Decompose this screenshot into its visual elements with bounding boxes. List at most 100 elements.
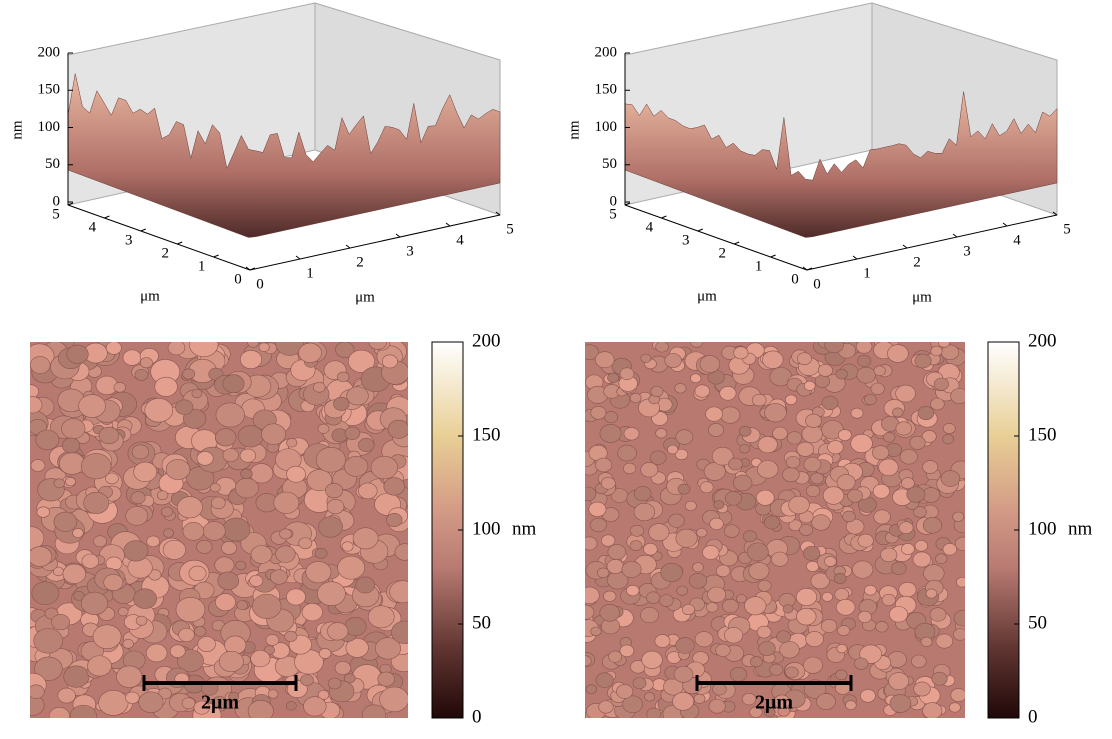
grain — [758, 436, 777, 452]
grain — [622, 561, 641, 577]
x-tick-label: 2 — [913, 254, 921, 270]
grain — [315, 548, 327, 558]
colorbar-tick-label: 150 — [1028, 424, 1057, 445]
grain — [661, 563, 683, 582]
grain — [858, 611, 871, 622]
grain — [822, 396, 838, 410]
grain — [630, 393, 641, 402]
grain — [116, 666, 142, 688]
grain — [118, 607, 128, 616]
grain — [934, 378, 949, 390]
grain — [682, 604, 694, 615]
grain — [724, 627, 742, 643]
grain — [782, 468, 799, 482]
grain — [665, 353, 682, 367]
grain — [386, 513, 402, 526]
grain — [219, 651, 243, 672]
grain — [647, 708, 661, 720]
grain — [623, 463, 636, 474]
grain — [815, 375, 830, 387]
grain — [608, 373, 619, 383]
grain — [693, 563, 704, 572]
grain — [163, 529, 173, 538]
grain — [36, 430, 59, 450]
grain — [240, 449, 256, 462]
y-tick-label: 5 — [52, 206, 60, 222]
x-tick-label: 5 — [1063, 221, 1071, 237]
grain — [865, 585, 877, 595]
grain — [595, 352, 614, 368]
x-tick-label: 3 — [963, 243, 971, 259]
z-tick-label: 200 — [38, 44, 61, 60]
grain — [131, 492, 145, 504]
grain — [64, 666, 89, 688]
grain — [818, 364, 832, 376]
grain — [923, 703, 942, 719]
grain — [921, 637, 932, 647]
grain — [240, 350, 262, 368]
grain — [857, 355, 870, 366]
grain — [697, 528, 708, 537]
grain — [81, 592, 108, 615]
grain — [883, 432, 895, 442]
grain — [899, 522, 913, 534]
y-tick — [734, 242, 739, 244]
grain — [659, 595, 673, 607]
grain — [803, 546, 820, 560]
grain — [649, 524, 669, 541]
grain — [215, 557, 234, 574]
grain — [843, 511, 856, 522]
grain — [163, 540, 186, 559]
grain — [579, 656, 591, 666]
grain — [67, 345, 89, 363]
grain — [215, 429, 236, 447]
grain — [930, 398, 944, 410]
grain — [777, 631, 791, 643]
grain — [104, 574, 123, 590]
grain — [353, 528, 378, 549]
grain — [325, 483, 342, 498]
grain — [825, 337, 844, 353]
grain — [223, 518, 250, 541]
grain — [345, 427, 360, 440]
grain — [215, 594, 235, 611]
grain — [157, 491, 168, 500]
grain — [771, 552, 788, 566]
x-axis-label: μm — [912, 289, 932, 305]
x-tick — [346, 245, 350, 248]
grain — [642, 651, 663, 669]
grain — [911, 655, 926, 668]
grain — [371, 456, 398, 479]
grain — [796, 608, 816, 625]
grain — [899, 582, 916, 597]
grain — [168, 341, 185, 355]
grain — [306, 561, 331, 582]
grain — [317, 582, 345, 606]
grain — [620, 368, 634, 380]
grain — [816, 693, 835, 709]
grain — [316, 447, 345, 472]
grain — [856, 340, 872, 353]
grain — [907, 487, 925, 503]
z-axis-label: nm — [566, 120, 582, 140]
grain — [887, 345, 908, 363]
grain — [757, 626, 771, 638]
grain — [690, 374, 701, 383]
grain — [236, 561, 246, 570]
grain — [924, 565, 945, 583]
grain — [913, 552, 931, 567]
scale-bar-label: 2μm — [755, 692, 793, 714]
y-tick — [214, 255, 219, 257]
grain — [667, 445, 678, 454]
z-tick-label: 50 — [602, 156, 617, 172]
grain — [730, 667, 747, 681]
grain — [177, 497, 202, 518]
grain — [176, 400, 193, 415]
grain — [834, 573, 846, 583]
grain — [286, 702, 296, 711]
grain — [811, 473, 824, 484]
grain — [796, 588, 816, 605]
grain — [804, 381, 815, 390]
grain — [630, 541, 642, 551]
grain — [79, 395, 106, 418]
